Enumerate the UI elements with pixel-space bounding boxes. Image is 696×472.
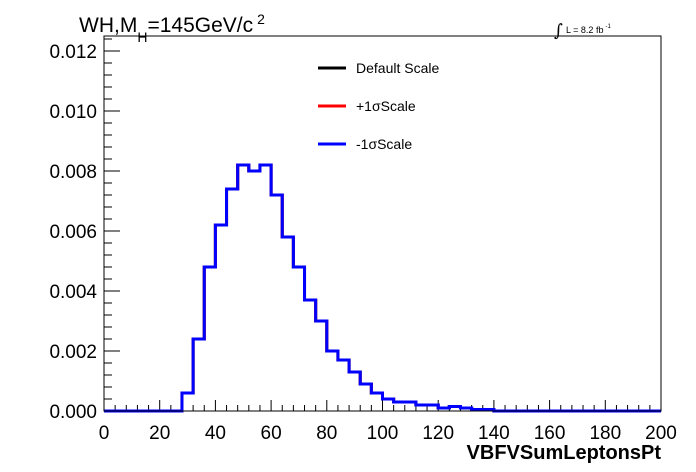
lumi-text: L = 8.2 fb — [566, 25, 603, 35]
x-axis-label: VBFVSumLeptonsPt — [467, 442, 662, 464]
lumi-superscript: -1 — [605, 24, 611, 30]
legend-label: -1σScale — [356, 136, 412, 152]
y-tick-label: 0.002 — [49, 342, 97, 363]
y-tick-label: 0.008 — [49, 162, 97, 183]
x-tick-label: 120 — [422, 423, 454, 444]
y-axis: 0.000 0.002 0.004 0.006 0.008 0.010 0.012 — [49, 38, 120, 423]
y-tick-label: 0.006 — [49, 222, 97, 243]
x-tick-label: 60 — [261, 423, 282, 444]
luminosity-label: L = 8.2 fb -1 — [566, 24, 611, 35]
legend: Default Scale +1σScale -1σScale — [318, 60, 439, 152]
integral-sign-icon: ∫ — [554, 21, 563, 41]
title-subscript: H — [137, 29, 147, 45]
x-axis: 0 20 40 60 80 100 120 140 160 180 200 — [99, 400, 677, 444]
legend-label: +1σScale — [356, 98, 416, 114]
plot-frame — [103, 35, 662, 412]
title-rest: =145GeV/c — [147, 14, 253, 37]
legend-label: Default Scale — [356, 60, 439, 76]
x-tick-label: 100 — [367, 423, 399, 444]
x-tick-label: 200 — [645, 423, 677, 444]
x-tick-label: 140 — [478, 423, 510, 444]
x-tick-label: 40 — [205, 423, 226, 444]
x-tick-label: 160 — [534, 423, 566, 444]
x-tick-label: 20 — [149, 423, 170, 444]
chart-title: WH,MH=145GeV/c 2 — [79, 11, 265, 45]
title-main: WH,M — [79, 14, 137, 37]
y-tick-label: 0.000 — [49, 402, 97, 423]
y-tick-label: 0.010 — [49, 102, 97, 123]
title-superscript: 2 — [257, 11, 265, 27]
x-tick-label: 180 — [589, 423, 621, 444]
y-tick-label: 0.012 — [49, 42, 97, 63]
x-tick-label: 80 — [316, 423, 337, 444]
x-tick-label: 0 — [99, 423, 110, 444]
y-tick-label: 0.004 — [49, 282, 97, 303]
